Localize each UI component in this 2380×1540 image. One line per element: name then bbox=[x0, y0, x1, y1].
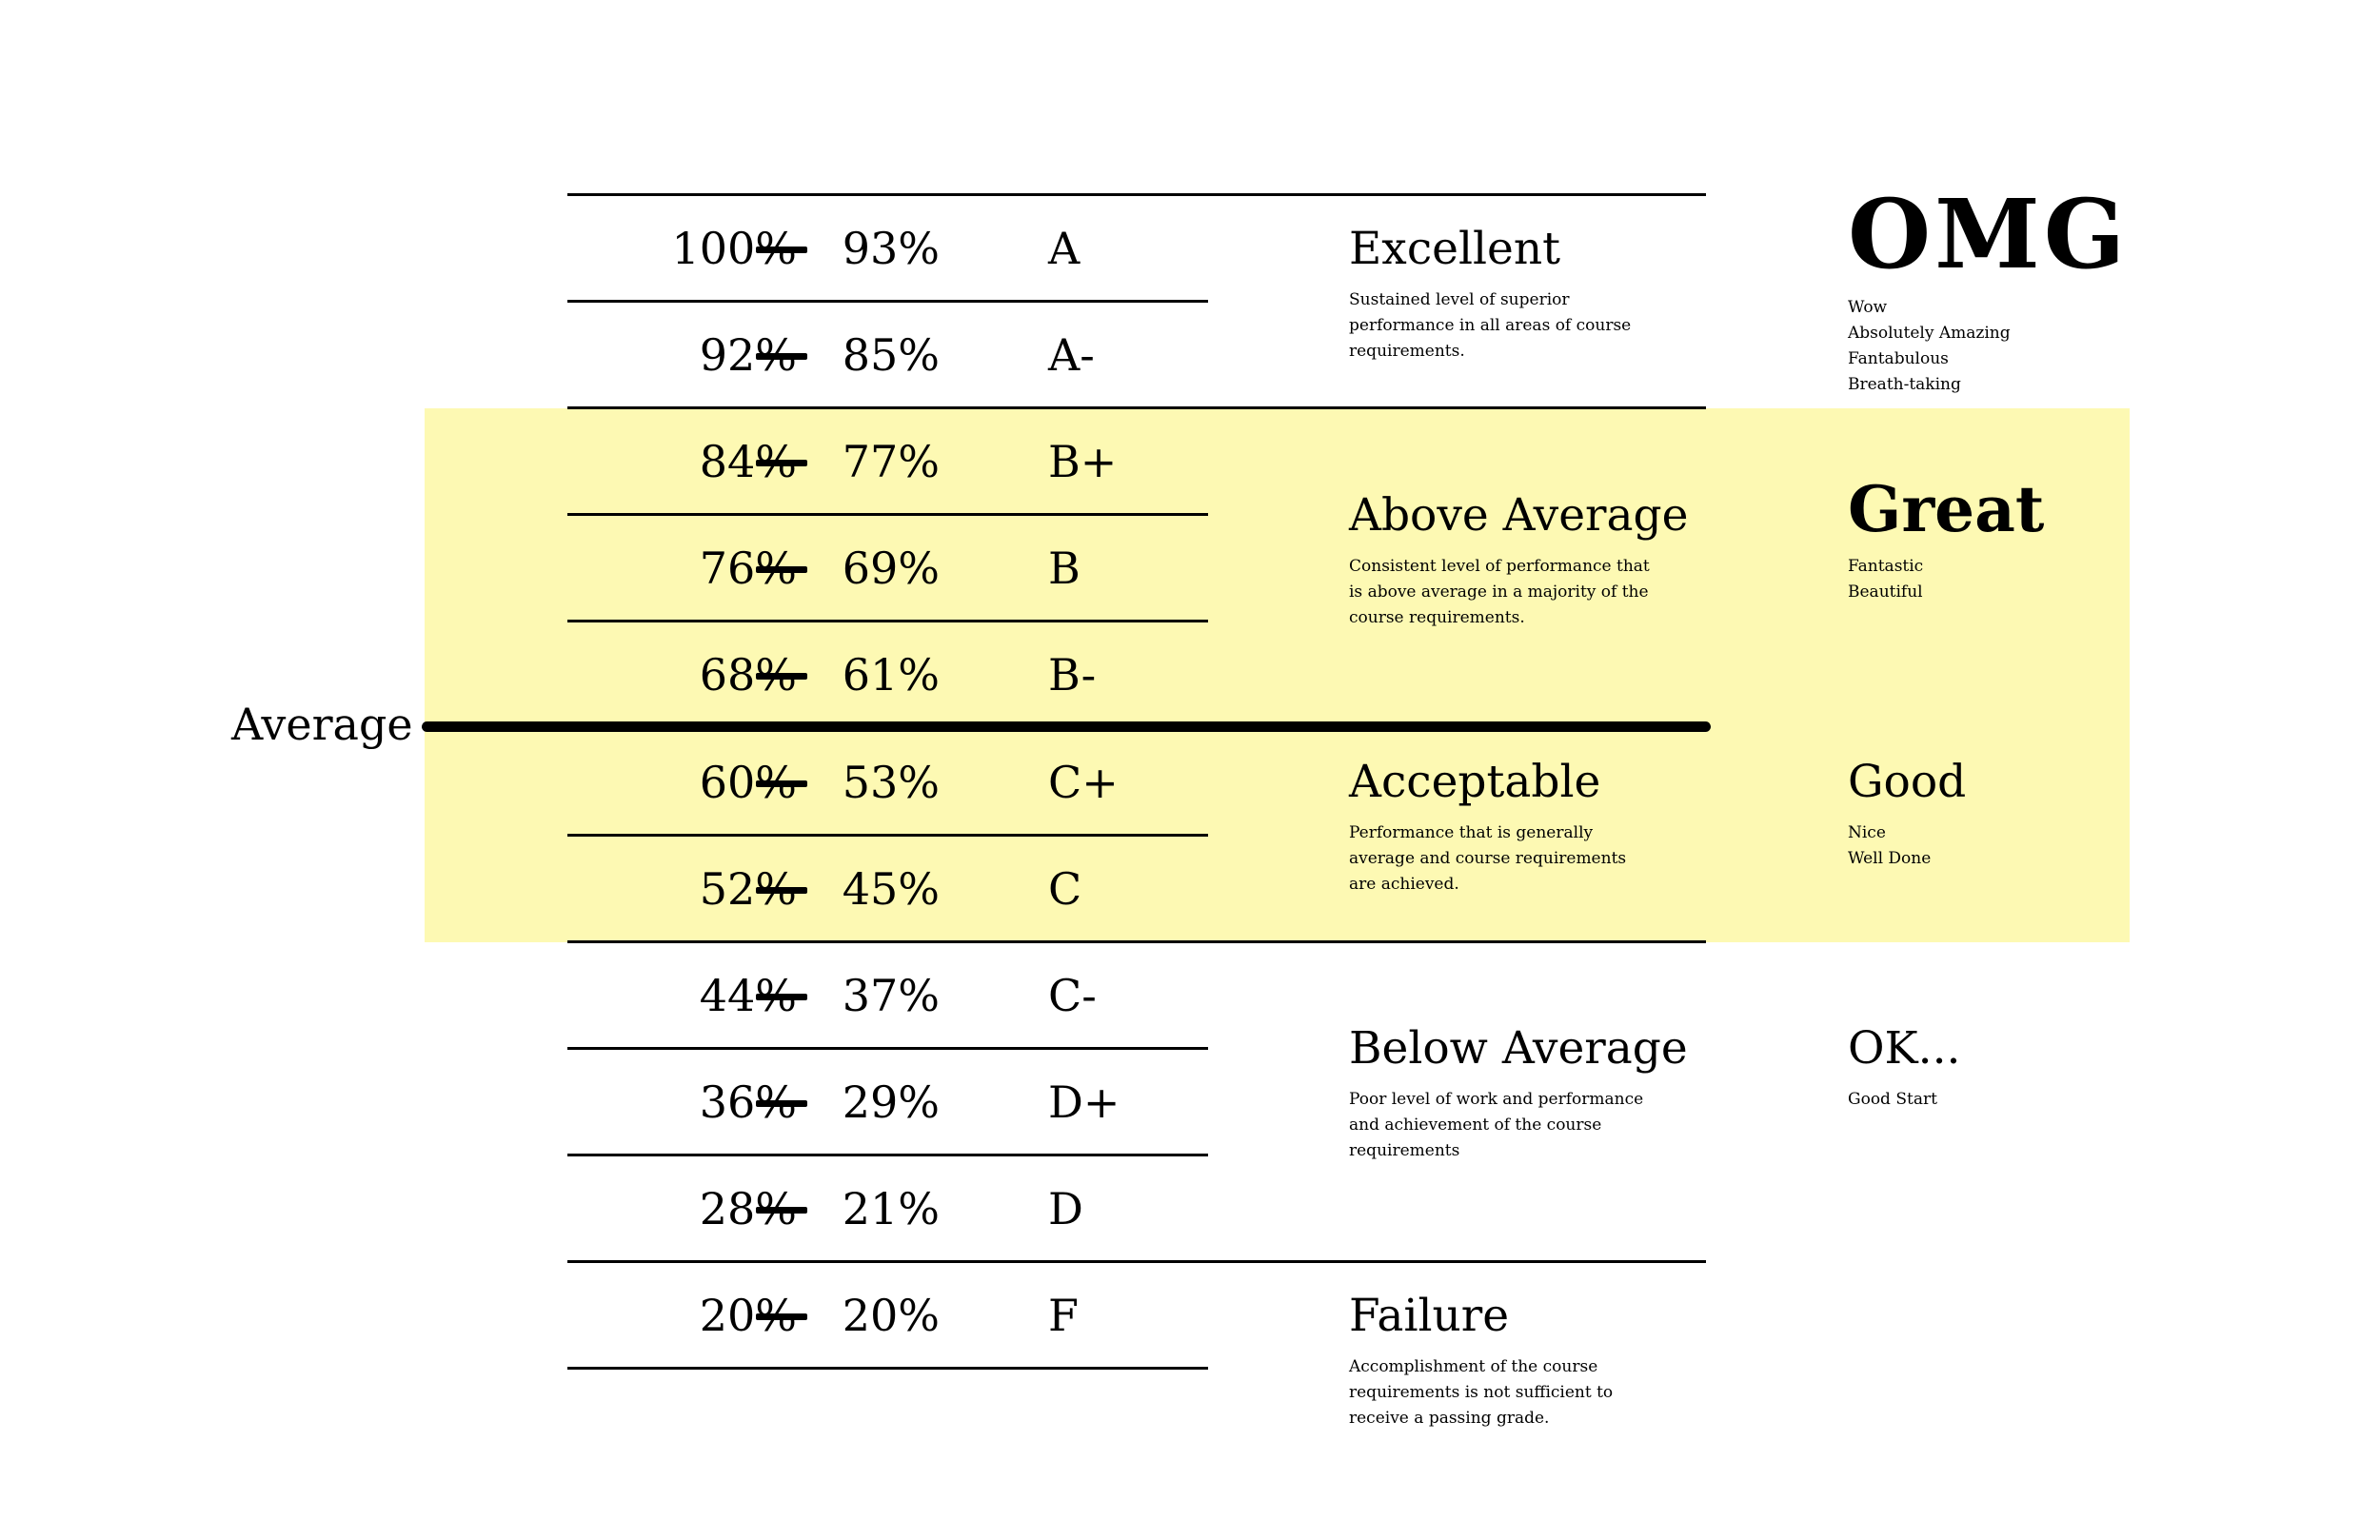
category-excellent: Excellent Sustained level of superior pe… bbox=[1349, 223, 1692, 365]
reaction-item: Breath-taking bbox=[1848, 375, 1961, 394]
letter-grade: B- bbox=[1048, 649, 1097, 701]
category-description: Accomplishment of the course requirement… bbox=[1349, 1357, 1614, 1428]
rule-bottom bbox=[567, 1367, 1208, 1370]
rule-acceptable-end bbox=[567, 940, 1706, 943]
rule-row bbox=[567, 513, 1208, 516]
range-low: 29% bbox=[842, 1076, 940, 1128]
range-dash bbox=[756, 353, 807, 360]
category-description: Consistent level of performance that is … bbox=[1349, 557, 1650, 627]
range-dash bbox=[756, 1207, 807, 1214]
reaction-title: Good bbox=[1848, 756, 1967, 808]
reaction-title: OMG bbox=[1848, 178, 2130, 290]
grade-row-a-minus: 92% 85% A- bbox=[567, 302, 1208, 408]
range-low: 20% bbox=[842, 1290, 940, 1341]
range-low: 85% bbox=[842, 329, 940, 381]
letter-grade: D bbox=[1048, 1183, 1083, 1234]
letter-grade: A- bbox=[1048, 329, 1095, 381]
range-low: 93% bbox=[842, 223, 940, 274]
reaction-list: Fantastic Beautiful bbox=[1848, 554, 2133, 605]
range-dash bbox=[756, 247, 807, 253]
range-dash bbox=[756, 994, 807, 1000]
rule-below-average-end bbox=[567, 1260, 1706, 1263]
category-description: Performance that is generally average an… bbox=[1349, 823, 1627, 894]
grade-row-b-minus: 68% 61% B- bbox=[567, 622, 1208, 728]
grade-row-c-minus: 44% 37% C- bbox=[567, 942, 1208, 1049]
category-failure: Failure Accomplishment of the course req… bbox=[1349, 1290, 1692, 1431]
reaction-item: Good Start bbox=[1848, 1090, 1937, 1109]
letter-grade: B+ bbox=[1048, 436, 1118, 487]
reaction-list: Nice Well Done bbox=[1848, 820, 2133, 872]
range-low: 37% bbox=[842, 970, 940, 1021]
letter-grade: C+ bbox=[1048, 757, 1119, 808]
letter-grade: F bbox=[1048, 1290, 1079, 1341]
grade-row-b: 76% 69% B bbox=[567, 515, 1208, 622]
reaction-title: OK... bbox=[1848, 1022, 1961, 1075]
category-title: Failure bbox=[1349, 1290, 1510, 1342]
range-dash bbox=[756, 1100, 807, 1107]
letter-grade: D+ bbox=[1048, 1076, 1121, 1128]
range-low: 69% bbox=[842, 543, 940, 594]
range-dash bbox=[756, 460, 807, 466]
letter-grade: B bbox=[1048, 543, 1081, 594]
reaction-ok: OK... Good Start bbox=[1848, 1022, 2133, 1113]
grade-row-c: 52% 45% C bbox=[567, 836, 1208, 942]
category-title: Below Average bbox=[1349, 1022, 1688, 1075]
grade-row-f: 20% 20% F bbox=[567, 1262, 1208, 1369]
category-below-average: Below Average Poor level of work and per… bbox=[1349, 1022, 1692, 1164]
range-dash bbox=[756, 673, 807, 680]
grade-row-a: 100% 93% A bbox=[567, 195, 1208, 302]
reaction-item: Well Done bbox=[1848, 849, 1932, 868]
reaction-item: Nice bbox=[1848, 823, 1886, 842]
category-title: Acceptable bbox=[1349, 756, 1601, 808]
average-range-highlight bbox=[425, 408, 2130, 942]
range-dash bbox=[756, 780, 807, 787]
range-dash bbox=[756, 566, 807, 573]
range-low: 45% bbox=[842, 863, 940, 915]
letter-grade: A bbox=[1048, 223, 1081, 274]
reaction-item: Absolutely Amazing bbox=[1848, 324, 2011, 343]
grade-row-d-plus: 36% 29% D+ bbox=[567, 1049, 1208, 1155]
range-low: 61% bbox=[842, 649, 940, 701]
reaction-list: Good Start bbox=[1848, 1087, 2133, 1113]
rule-row bbox=[567, 1154, 1208, 1156]
average-divider bbox=[422, 721, 1711, 732]
category-title: Excellent bbox=[1349, 223, 1560, 275]
grade-row-b-plus: 84% 77% B+ bbox=[567, 408, 1208, 515]
category-description: Sustained level of superior performance … bbox=[1349, 290, 1632, 361]
reaction-great: Great Fantastic Beautiful bbox=[1848, 476, 2133, 605]
grade-row-d: 28% 21% D bbox=[567, 1155, 1208, 1262]
range-dash bbox=[756, 1313, 807, 1320]
reaction-item: Beautiful bbox=[1848, 582, 1923, 602]
category-title: Above Average bbox=[1349, 489, 1689, 542]
letter-grade: C- bbox=[1048, 970, 1097, 1021]
category-acceptable: Acceptable Performance that is generally… bbox=[1349, 756, 1692, 898]
rule-row bbox=[567, 300, 1208, 303]
rule-row bbox=[567, 834, 1208, 837]
reaction-item: Fantabulous bbox=[1848, 349, 1949, 368]
rule-row bbox=[567, 620, 1208, 622]
reaction-list: Wow Absolutely Amazing Fantabulous Breat… bbox=[1848, 295, 2133, 398]
range-dash bbox=[756, 887, 807, 894]
rule-excellent-end bbox=[567, 406, 1706, 409]
rule-top bbox=[567, 193, 1706, 196]
average-label: Average bbox=[231, 699, 413, 750]
range-low: 77% bbox=[842, 436, 940, 487]
reaction-title: Great bbox=[1848, 472, 2045, 546]
grade-row-c-plus: 60% 53% C+ bbox=[567, 729, 1208, 836]
range-low: 21% bbox=[842, 1183, 940, 1234]
range-low: 53% bbox=[842, 757, 940, 808]
reaction-item: Fantastic bbox=[1848, 557, 1924, 576]
rule-row bbox=[567, 1047, 1208, 1050]
category-description: Poor level of work and performance and a… bbox=[1349, 1090, 1644, 1160]
reaction-item: Wow bbox=[1848, 298, 1888, 317]
reaction-omg: OMG Wow Absolutely Amazing Fantabulous B… bbox=[1848, 187, 2133, 398]
category-above-average: Above Average Consistent level of perfor… bbox=[1349, 489, 1692, 631]
letter-grade: C bbox=[1048, 863, 1082, 915]
reaction-good: Good Nice Well Done bbox=[1848, 756, 2133, 872]
